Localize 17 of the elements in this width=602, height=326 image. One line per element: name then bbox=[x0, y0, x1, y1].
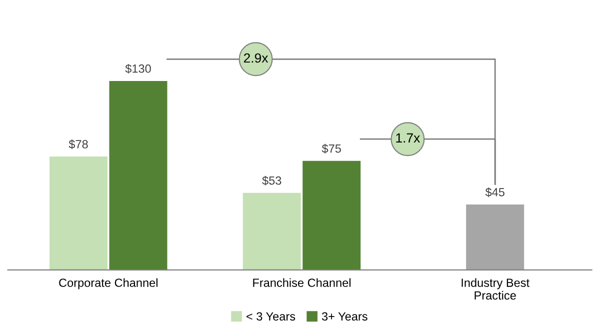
data-label: $53 bbox=[262, 176, 282, 186]
x-tick-label: Franchise Channel bbox=[253, 278, 350, 287]
data-label: $75 bbox=[322, 144, 341, 154]
data-label: $78 bbox=[68, 140, 88, 150]
legend-label: 3+ Years bbox=[322, 312, 368, 321]
data-label: $45 bbox=[485, 188, 504, 198]
bar bbox=[242, 192, 301, 270]
bar bbox=[109, 80, 168, 270]
bar bbox=[466, 204, 524, 270]
text: 2.9x bbox=[244, 53, 268, 63]
legend-label: < 3 Years bbox=[246, 312, 296, 321]
bar bbox=[49, 156, 108, 270]
x-tick-label: Corporate Channel bbox=[59, 278, 158, 290]
bar bbox=[302, 160, 361, 270]
annotation: 1.7x bbox=[396, 133, 420, 143]
data-label: $130 bbox=[125, 64, 151, 74]
x-tick-label: Industry Best Practice bbox=[462, 278, 530, 300]
